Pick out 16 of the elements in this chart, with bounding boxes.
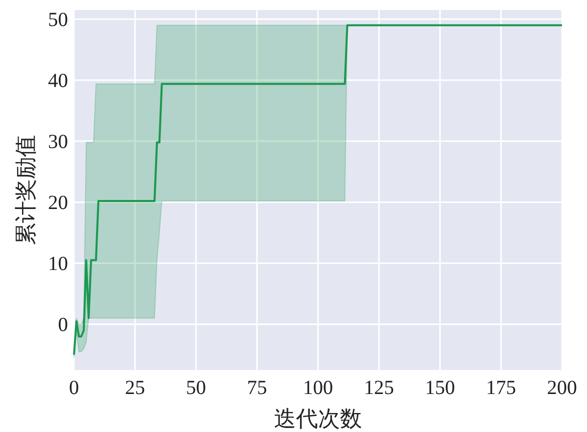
x-tick-label: 175 (486, 377, 516, 399)
x-tick-label: 75 (247, 377, 267, 399)
x-axis-title: 迭代次数 (274, 406, 362, 431)
x-tick-label: 25 (125, 377, 145, 399)
y-tick-label: 30 (48, 131, 68, 154)
x-tick-label: 150 (425, 377, 455, 399)
x-tick-label: 200 (547, 377, 577, 399)
y-tick-label: 10 (48, 253, 68, 276)
x-tick-label: 125 (364, 377, 394, 399)
x-tick-label: 100 (303, 377, 333, 399)
y-tick-label: 40 (48, 70, 68, 92)
y-axis-title: 累计奖励值 (13, 135, 38, 245)
y-tick-label: 0 (58, 314, 68, 336)
x-tick-label: 50 (186, 377, 206, 399)
y-tick-label: 20 (48, 192, 68, 214)
y-tick-label: 50 (48, 9, 68, 32)
